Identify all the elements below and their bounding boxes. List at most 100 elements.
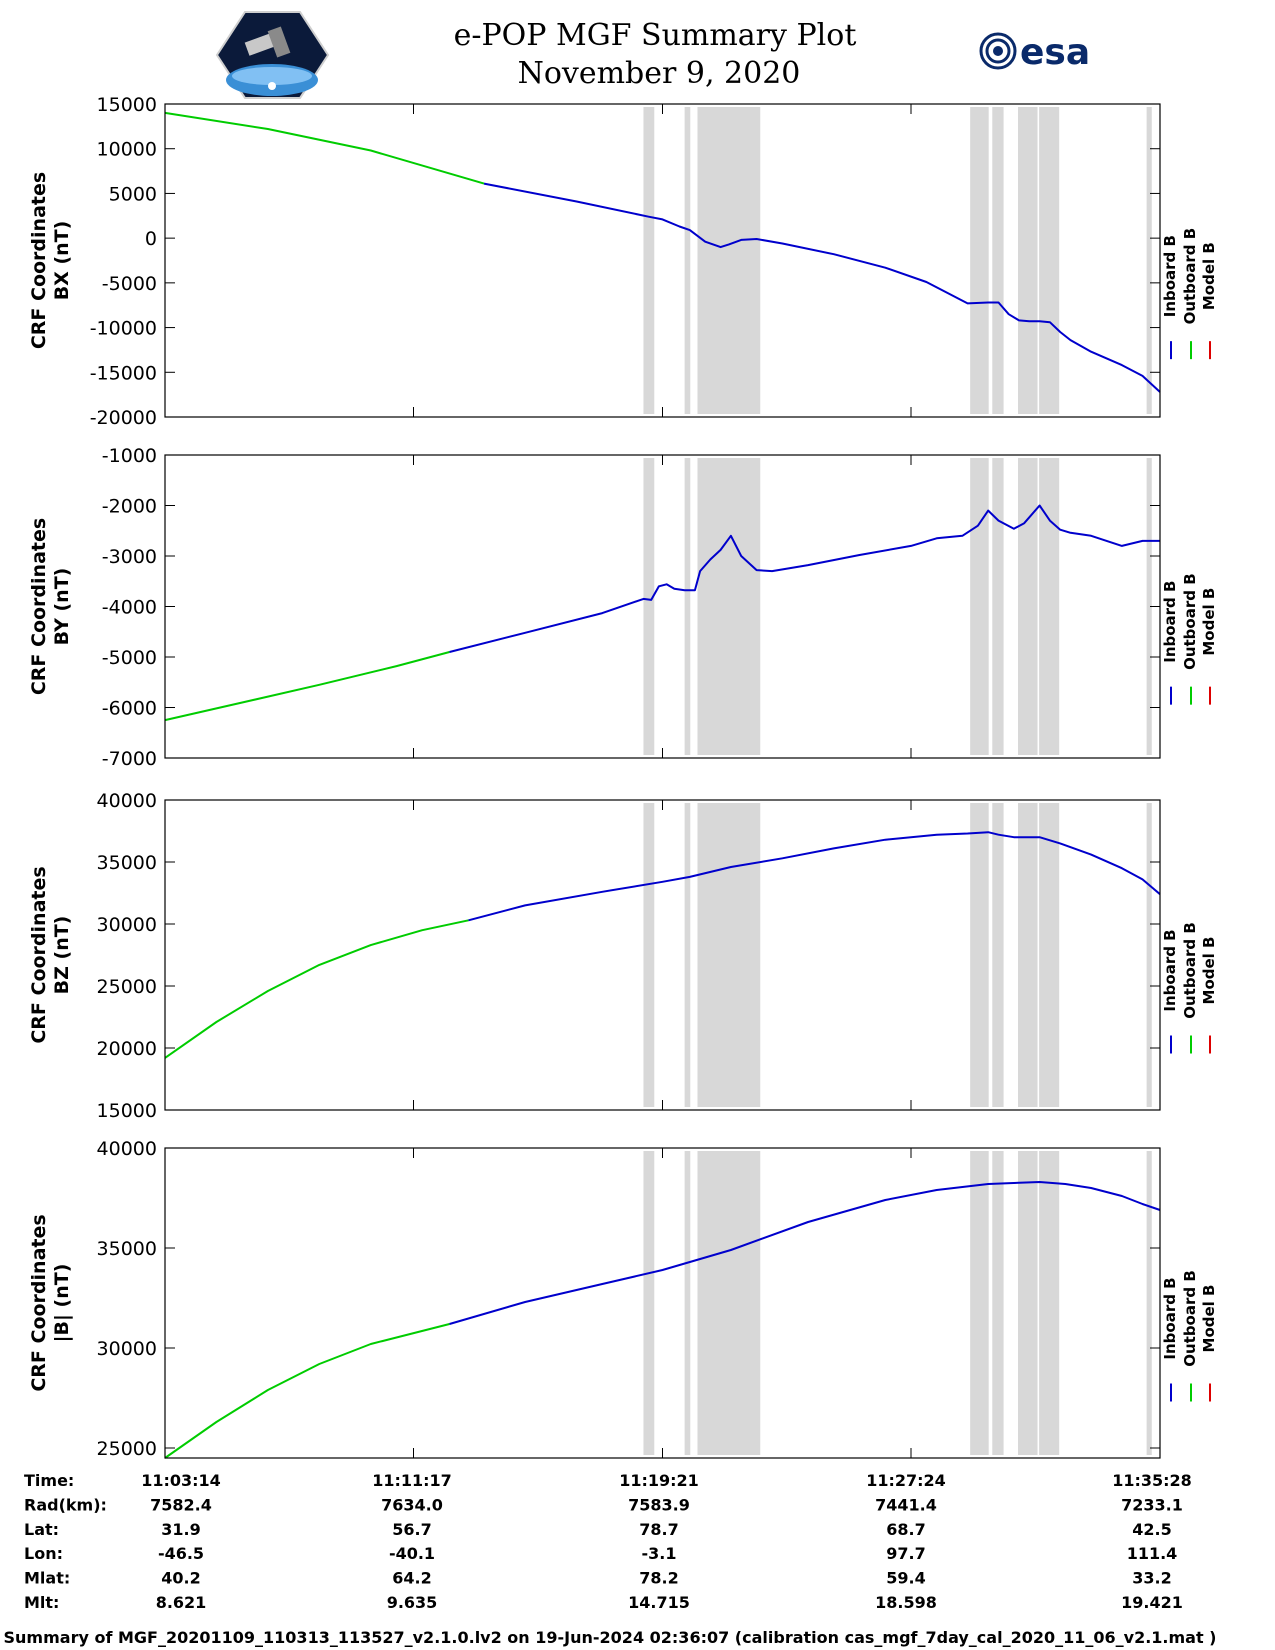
bz-series xyxy=(164,831,1161,1059)
by-ylabel-line2: BY (nT) xyxy=(51,568,73,646)
y-tick-label: 20000 xyxy=(97,1038,157,1060)
ephemeris-value: 7582.4 xyxy=(150,1495,212,1514)
by-gap-band xyxy=(1146,458,1152,755)
bmag-gap-band xyxy=(1146,1151,1152,1455)
esa-logo: esa xyxy=(979,32,1090,73)
bmag-gap-band xyxy=(697,1151,761,1455)
legend-label-outboard: Outboard B xyxy=(1181,922,1199,1019)
ephemeris-value: 11:35:28 xyxy=(1112,1471,1192,1490)
bz-plot-frame xyxy=(164,799,1161,1111)
y-tick-label: -10000 xyxy=(90,318,157,340)
bmag-ylabel-line2: |B| (nT) xyxy=(51,1264,73,1343)
bx-axes: -20000 -15000 -10000 -5000 0 5000 10000 15000 xyxy=(90,94,1161,429)
bmag-gap-band xyxy=(643,1151,655,1455)
y-tick-label: -5000 xyxy=(102,273,157,295)
bx-outboard-b-line xyxy=(164,111,485,185)
bx-gap-band xyxy=(1146,107,1152,414)
ephemeris-value: 64.2 xyxy=(392,1569,431,1588)
bz-gap-band xyxy=(970,803,989,1107)
ephemeris-value: 97.7 xyxy=(886,1544,925,1563)
ephemeris-row-label: Lon: xyxy=(24,1544,63,1563)
by-gap-band xyxy=(970,458,989,755)
bx-gap-band xyxy=(970,107,989,414)
bz-legend: Inboard B Outboard B Model B xyxy=(1161,922,1218,1054)
bx-panel: -20000 -15000 -10000 -5000 0 5000 10000 15000 C… xyxy=(28,94,1218,429)
ephemeris-value: 33.2 xyxy=(1132,1569,1171,1588)
by-axes: -7000 -6000 -5000 -4000 -3000 -2000 -1000 xyxy=(102,445,1161,770)
ephemeris-row-label: Rad(km): xyxy=(24,1495,107,1514)
ephemeris-value: 7634.0 xyxy=(381,1495,443,1514)
bx-gap-band xyxy=(1039,107,1060,414)
bz-inboard-b-line xyxy=(468,831,1161,922)
y-tick-label: 35000 xyxy=(97,1238,157,1260)
ephemeris-value: -3.1 xyxy=(642,1544,677,1563)
ephemeris-row-label: Mlt: xyxy=(24,1593,59,1612)
legend-label-model: Model B xyxy=(1200,1285,1218,1353)
ephemeris-value: 9.635 xyxy=(387,1593,438,1612)
ephemeris-value: 31.9 xyxy=(161,1520,200,1539)
bmag-legend: Inboard B Outboard B Model B xyxy=(1161,1270,1218,1402)
plot-title: e-POP MGF Summary Plot xyxy=(454,18,857,53)
legend-label-model: Model B xyxy=(1200,937,1218,1005)
bx-legend: Inboard B Outboard B Model B xyxy=(1161,228,1218,360)
by-plot-frame xyxy=(164,454,1161,759)
bmag-data-gaps xyxy=(643,1151,1152,1455)
bx-gap-band xyxy=(697,107,761,414)
y-tick-label: 25000 xyxy=(97,1438,157,1460)
ephemeris-row-label: Time: xyxy=(24,1471,74,1490)
ephemeris-value: 11:11:17 xyxy=(372,1471,452,1490)
by-gap-band xyxy=(1039,458,1060,755)
by-legend: Inboard B Outboard B Model B xyxy=(1161,573,1218,705)
ephemeris-value: 56.7 xyxy=(392,1520,431,1539)
bmag-series xyxy=(164,1181,1161,1459)
by-outboard-b-line xyxy=(164,651,450,722)
ephemeris-value: 11:03:14 xyxy=(141,1471,221,1490)
bx-data-gaps xyxy=(643,107,1152,414)
bx-ylabel-line1: CRF Coordinates xyxy=(28,172,50,349)
y-tick-label: -4000 xyxy=(102,597,157,619)
by-gap-band xyxy=(684,458,691,755)
by-gap-band xyxy=(697,458,761,755)
footer-caption: Summary of MGF_20201109_110313_113527_v2… xyxy=(4,1628,1217,1647)
bmag-outboard-b-line xyxy=(164,1323,450,1459)
ephemeris-value: 59.4 xyxy=(886,1569,925,1588)
ephemeris-value: 7441.4 xyxy=(875,1495,937,1514)
ephemeris-value: 18.598 xyxy=(875,1593,937,1612)
by-inboard-b-line xyxy=(449,504,1160,653)
y-tick-label: -15000 xyxy=(90,362,157,384)
bmag-gap-band xyxy=(970,1151,989,1455)
ephemeris-value: 40.2 xyxy=(161,1569,200,1588)
by-ylabel-line1: CRF Coordinates xyxy=(28,518,50,695)
bz-outboard-b-line xyxy=(164,919,469,1059)
bz-axes: 15000 20000 25000 30000 35000 40000 xyxy=(97,790,1161,1122)
by-data-gaps xyxy=(643,458,1152,755)
bmag-inboard-b-line xyxy=(449,1181,1161,1325)
ephemeris-value: 42.5 xyxy=(1132,1520,1171,1539)
bz-ylabel-line2: BZ (nT) xyxy=(51,916,73,995)
y-tick-label: -5000 xyxy=(102,647,157,669)
y-tick-label: -6000 xyxy=(102,698,157,720)
ephemeris-value: 7233.1 xyxy=(1121,1495,1183,1514)
y-tick-label: -3000 xyxy=(102,546,157,568)
legend-label-model: Model B xyxy=(1200,588,1218,656)
ephemeris-value: -46.5 xyxy=(158,1544,204,1563)
bx-gap-band xyxy=(684,107,691,414)
bz-gap-band xyxy=(992,803,1004,1107)
ephemeris-value: 11:19:21 xyxy=(619,1471,699,1490)
y-tick-label: 15000 xyxy=(97,94,157,116)
bmag-plot-frame xyxy=(164,1147,1161,1459)
bmag-gap-band xyxy=(1018,1151,1038,1455)
by-series xyxy=(164,504,1160,722)
legend-label-inboard: Inboard B xyxy=(1161,235,1179,317)
bmag-axes: 25000 30000 35000 40000 xyxy=(97,1138,1161,1460)
ephemeris-value: 8.621 xyxy=(156,1593,207,1612)
legend-label-inboard: Inboard B xyxy=(1161,581,1179,663)
y-tick-label: 10000 xyxy=(97,139,157,161)
y-tick-label: 40000 xyxy=(97,790,157,812)
bx-gap-band xyxy=(1018,107,1038,414)
bz-gap-band xyxy=(1146,803,1152,1107)
bz-gap-band xyxy=(684,803,691,1107)
y-tick-label: -2000 xyxy=(102,496,157,518)
y-tick-label: -20000 xyxy=(90,407,157,429)
